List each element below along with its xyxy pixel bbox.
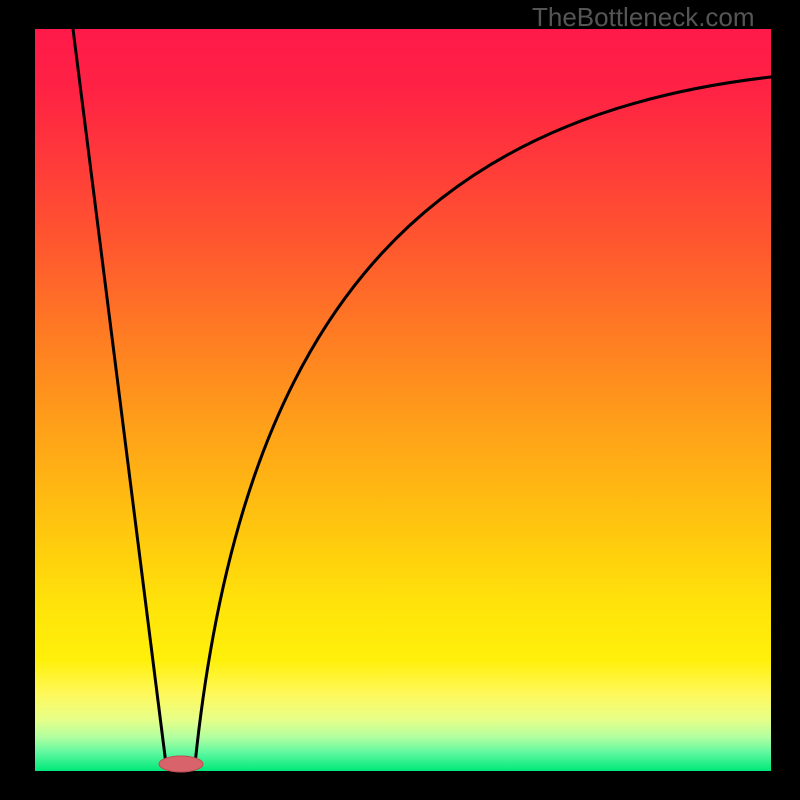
- minimum-marker: [159, 756, 203, 772]
- watermark-text: TheBottleneck.com: [532, 2, 755, 33]
- chart-canvas: TheBottleneck.com: [0, 0, 800, 800]
- minimum-marker-layer: [0, 0, 800, 800]
